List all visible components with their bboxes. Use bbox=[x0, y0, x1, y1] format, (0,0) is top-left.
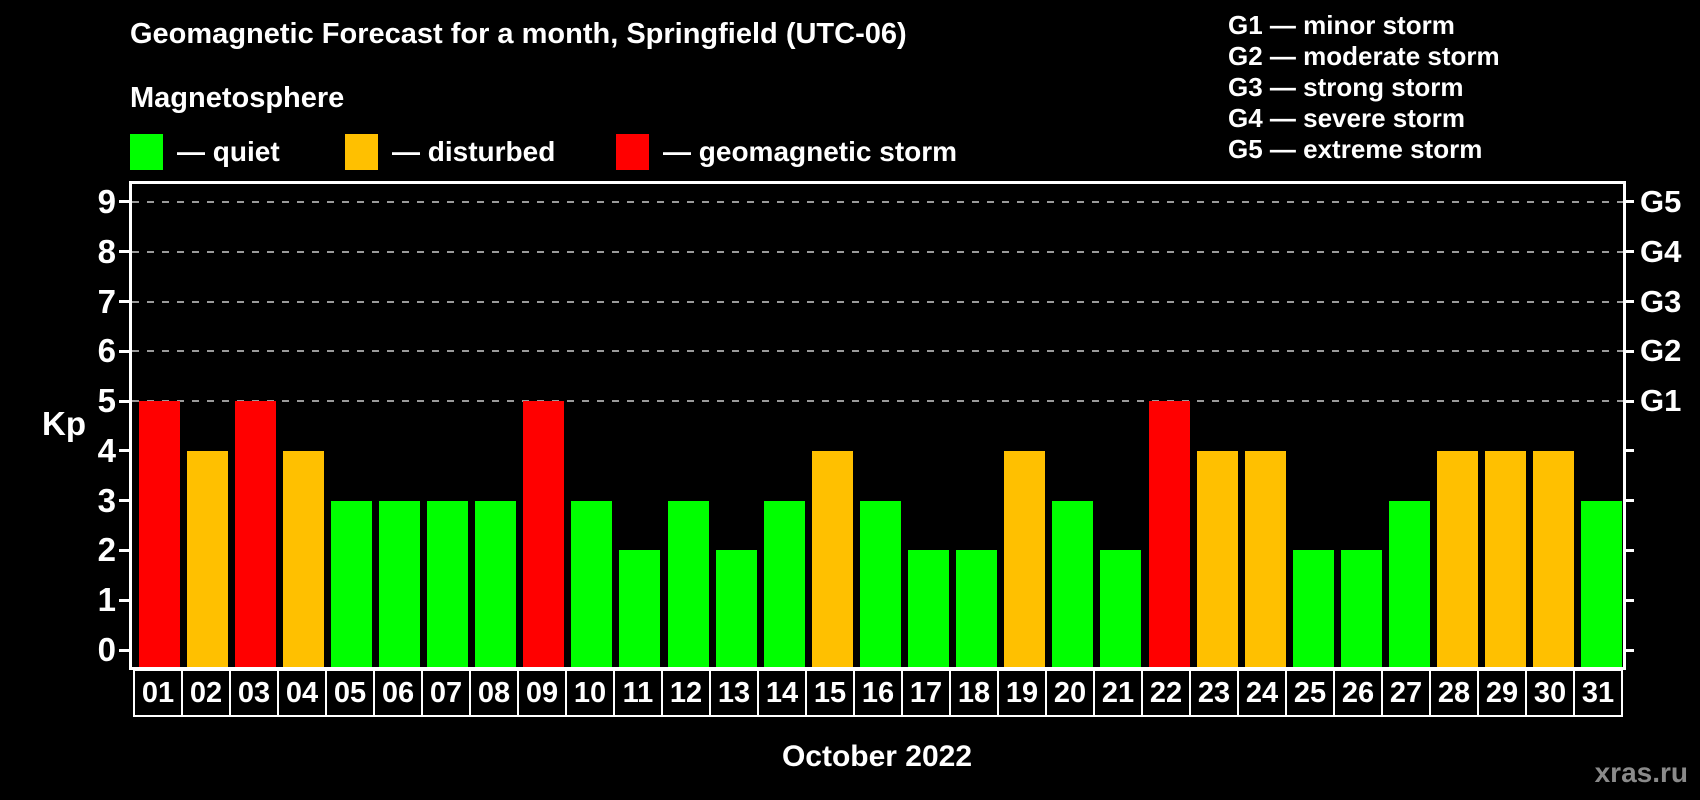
legend-label-storm: — geomagnetic storm bbox=[663, 136, 958, 167]
day-label-20: 20 bbox=[1045, 669, 1095, 717]
day-label-02: 02 bbox=[181, 669, 231, 717]
day-label-07: 07 bbox=[421, 669, 471, 717]
day-label-26: 26 bbox=[1333, 669, 1383, 717]
watermark: xras.ru bbox=[1594, 757, 1688, 788]
day-label-05: 05 bbox=[325, 669, 375, 717]
day-label-16: 16 bbox=[853, 669, 903, 717]
day-label-29: 29 bbox=[1477, 669, 1527, 717]
g-scale-axis-label-g1: G1 bbox=[1640, 383, 1682, 419]
day-label-09: 09 bbox=[517, 669, 567, 717]
g-scale-axis-label-g5: G5 bbox=[1640, 183, 1682, 219]
legend-label-quiet: — quiet bbox=[177, 136, 280, 167]
y-tick-label-0: 0 bbox=[97, 631, 116, 668]
day-label-06: 06 bbox=[373, 669, 423, 717]
day-label-01: 01 bbox=[133, 669, 183, 717]
legend-swatch-disturbed bbox=[345, 134, 378, 170]
chart-title: Geomagnetic Forecast for a month, Spring… bbox=[130, 18, 907, 50]
day-label-22: 22 bbox=[1141, 669, 1191, 717]
y-tick-label-2: 2 bbox=[97, 531, 116, 569]
y-tick-label-9: 9 bbox=[97, 182, 116, 220]
legend-item-storm: — geomagnetic storm bbox=[616, 133, 957, 171]
day-label-17: 17 bbox=[901, 669, 951, 717]
g-scale-legend: G1 — minor storm G2 — moderate storm G3 — … bbox=[1228, 10, 1500, 165]
magnetosphere-subtitle: Magnetosphere bbox=[130, 82, 345, 114]
day-label-14: 14 bbox=[757, 669, 807, 717]
day-label-25: 25 bbox=[1285, 669, 1335, 717]
day-label-28: 28 bbox=[1429, 669, 1479, 717]
day-label-24: 24 bbox=[1237, 669, 1287, 717]
day-label-30: 30 bbox=[1525, 669, 1575, 717]
g-scale-legend-line-5: G5 — extreme storm bbox=[1228, 134, 1483, 164]
day-label-21: 21 bbox=[1093, 669, 1143, 717]
day-label-03: 03 bbox=[229, 669, 279, 717]
day-label-12: 12 bbox=[661, 669, 711, 717]
day-label-18: 18 bbox=[949, 669, 999, 717]
day-label-15: 15 bbox=[805, 669, 855, 717]
g-scale-axis-label-g4: G4 bbox=[1640, 233, 1682, 269]
legend-item-quiet: — quiet bbox=[130, 133, 280, 171]
g-scale-axis-label-g2: G2 bbox=[1640, 333, 1682, 369]
g-scale-legend-line-2: G2 — moderate storm bbox=[1228, 41, 1500, 71]
day-label-31: 31 bbox=[1573, 669, 1623, 717]
x-axis-label: October 2022 bbox=[781, 740, 973, 773]
day-label-13: 13 bbox=[709, 669, 759, 717]
day-label-10: 10 bbox=[565, 669, 615, 717]
day-label-23: 23 bbox=[1189, 669, 1239, 717]
legend-swatch-storm bbox=[616, 134, 649, 170]
y-tick-label-8: 8 bbox=[97, 232, 116, 270]
y-tick-label-6: 6 bbox=[97, 332, 116, 370]
day-label-11: 11 bbox=[613, 669, 663, 717]
y-tick-label-1: 1 bbox=[97, 581, 116, 619]
g-scale-legend-line-3: G3 — strong storm bbox=[1228, 72, 1464, 102]
day-label-08: 08 bbox=[469, 669, 519, 717]
g-scale-legend-line-4: G4 — severe storm bbox=[1228, 103, 1466, 133]
day-label-04: 04 bbox=[277, 669, 327, 717]
day-label-27: 27 bbox=[1381, 669, 1431, 717]
y-tick-label-3: 3 bbox=[97, 481, 116, 519]
y-axis-label: Kp bbox=[42, 405, 86, 442]
g-scale-legend-line-1: G1 — minor storm bbox=[1228, 10, 1455, 40]
day-label-19: 19 bbox=[997, 669, 1047, 717]
legend-label-disturbed: — disturbed bbox=[392, 136, 556, 167]
y-tick-label-7: 7 bbox=[97, 282, 116, 320]
g-scale-axis-label-g3: G3 bbox=[1640, 283, 1682, 319]
legend-item-disturbed: — disturbed bbox=[345, 133, 555, 171]
legend-swatch-quiet bbox=[130, 134, 163, 170]
plot-frame bbox=[129, 181, 1626, 670]
